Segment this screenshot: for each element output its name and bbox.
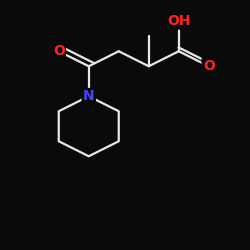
Text: O: O [53, 44, 65, 58]
Text: OH: OH [167, 14, 190, 28]
Text: N: N [83, 89, 94, 103]
Text: O: O [203, 59, 215, 73]
